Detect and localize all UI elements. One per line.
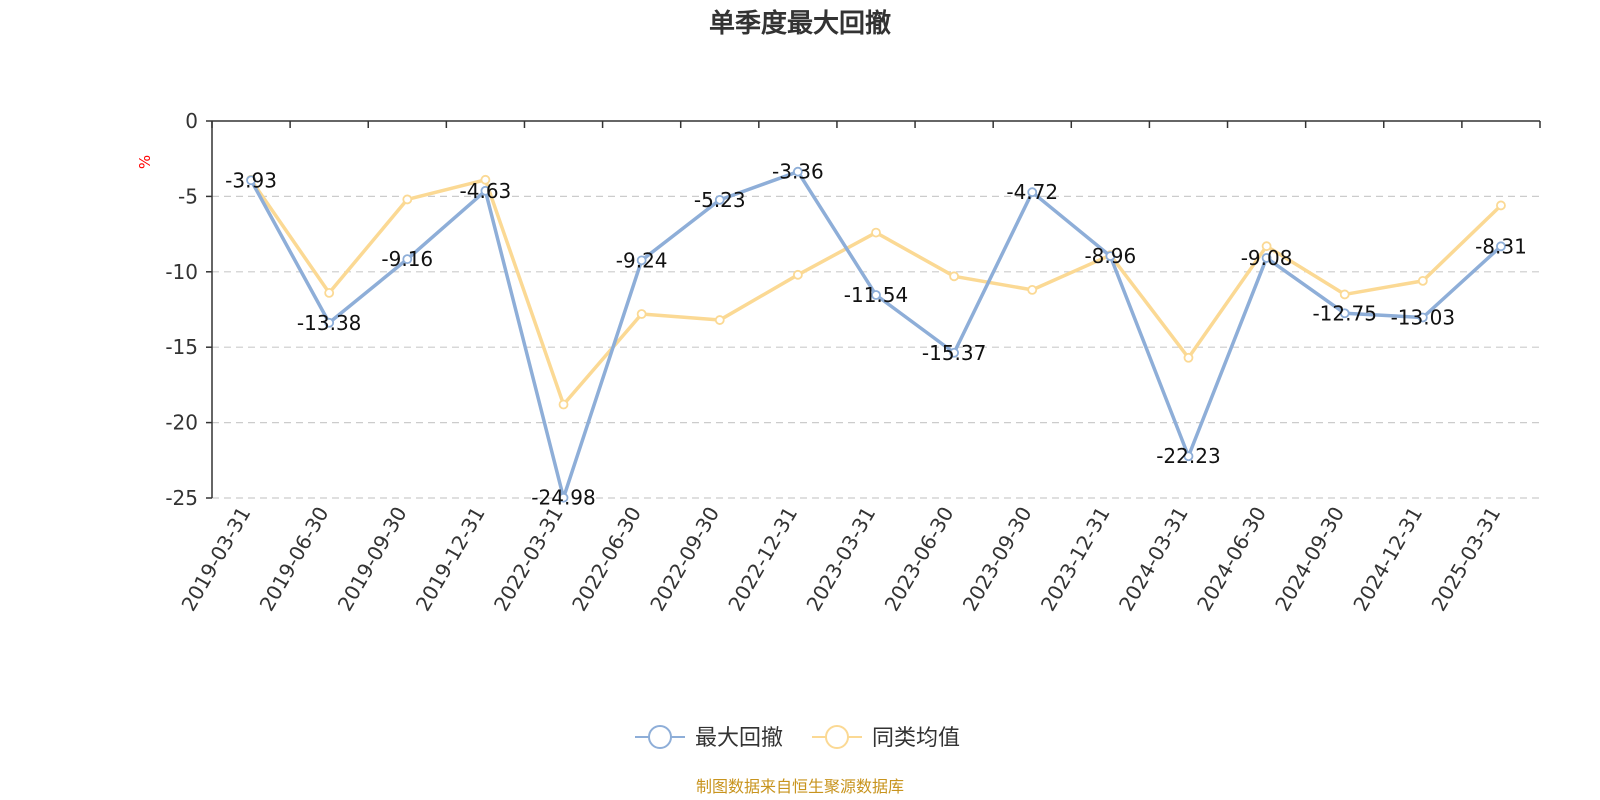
data-point — [949, 271, 960, 282]
legend[interactable]: 最大回撤 同类均值 — [635, 725, 960, 751]
data-point — [1339, 289, 1350, 300]
data-label: -9.16 — [381, 247, 433, 271]
y-axis-ticks: 0 -5 -10 -15 -20 -25 — [165, 109, 212, 510]
data-point — [1105, 251, 1116, 262]
data-point — [1183, 451, 1194, 462]
data-point — [871, 290, 881, 300]
data-point — [324, 317, 335, 328]
data-point — [714, 194, 725, 205]
data-point — [636, 309, 647, 319]
data-label: -9.24 — [616, 248, 668, 272]
x-tick-label: 2024-06-30 — [1192, 503, 1271, 616]
data-point — [1496, 200, 1506, 211]
data-point — [1339, 308, 1350, 319]
y-tick-label: -5 — [178, 184, 198, 208]
data-point — [558, 492, 569, 503]
y-tick-label: -20 — [165, 411, 198, 435]
data-point — [1183, 352, 1194, 363]
grid-lines — [212, 195, 1540, 499]
data-point — [1417, 275, 1428, 286]
data-label: -8.31 — [1475, 234, 1527, 258]
x-tick-label: 2019-06-30 — [255, 503, 334, 616]
data-label: -5.23 — [694, 188, 746, 212]
legend-item[interactable]: 最大回撤 — [635, 725, 783, 751]
x-tick-label: 2024-09-30 — [1270, 503, 1349, 616]
legend-marker — [825, 725, 849, 749]
x-tick-label: 2023-12-31 — [1036, 503, 1115, 616]
x-tick-label: 2022-06-30 — [567, 503, 646, 616]
data-point — [480, 185, 491, 196]
data-label: -9.08 — [1241, 246, 1293, 270]
legend-marker — [648, 725, 672, 749]
data-point — [1027, 187, 1038, 198]
data-point — [480, 174, 491, 185]
data-label: -4.63 — [460, 179, 512, 203]
series-layer — [246, 166, 1506, 503]
x-tick-label: 2023-09-30 — [958, 503, 1037, 616]
x-tick-label: 2019-12-31 — [411, 502, 490, 615]
data-point — [949, 347, 960, 358]
x-tick-label: 2022-12-31 — [723, 503, 802, 616]
x-tick-label: 2024-03-31 — [1114, 503, 1193, 616]
data-label: -15.37 — [922, 341, 986, 365]
x-tick-label: 2023-06-30 — [880, 503, 959, 616]
data-label: -12.75 — [1312, 301, 1376, 325]
data-point — [1417, 312, 1428, 323]
data-label: -3.93 — [225, 168, 277, 192]
data-point — [402, 194, 413, 205]
data-label: -8.96 — [1084, 244, 1136, 268]
x-tick-label: 2023-03-31 — [801, 503, 880, 616]
data-point — [324, 288, 335, 298]
data-point — [714, 315, 725, 325]
x-tick-label: 2025-03-31 — [1426, 503, 1505, 616]
y-tick-label: -15 — [165, 335, 198, 359]
data-point — [1261, 241, 1272, 252]
series-line — [249, 169, 1503, 500]
x-axis-ticks: 2019-03-31 2019-06-30 2019-09-30 2019-12-31… — [176, 121, 1541, 616]
y-tick-label: 0 — [185, 109, 198, 133]
data-point — [246, 175, 256, 186]
data-label: -13.03 — [1391, 305, 1455, 329]
y-tick-label: -25 — [165, 486, 198, 510]
data-label: -3.36 — [772, 160, 824, 184]
x-tick-label: 2019-09-30 — [333, 503, 412, 616]
legend-label: 同类均值 — [872, 726, 960, 751]
data-point — [792, 166, 803, 177]
chart-title: 单季度最大回撤 — [709, 8, 891, 39]
data-label: -22.23 — [1156, 444, 1220, 468]
data-point — [1027, 284, 1038, 295]
data-point — [792, 269, 803, 280]
x-tick-label: 2022-09-30 — [645, 503, 724, 616]
x-tick-label: 2019-03-31 — [176, 503, 255, 616]
data-point — [558, 399, 569, 410]
data-label: -13.38 — [297, 311, 361, 335]
data-label: -11.54 — [844, 283, 908, 307]
data-labels: -3.93 -13.38 -9.16 -4.63 -24.98 -9.24 -5.23 -3.… — [225, 160, 1527, 510]
legend-label: 最大回撤 — [695, 726, 783, 751]
data-point — [402, 254, 413, 265]
x-tick-label: 2022-03-31 — [489, 503, 568, 616]
legend-item[interactable]: 同类均值 — [812, 725, 960, 751]
y-tick-label: -10 — [165, 260, 198, 284]
data-label: -24.98 — [531, 486, 595, 510]
data-label: -4.72 — [1006, 180, 1058, 204]
y-axis-unit: % — [136, 155, 154, 169]
data-point — [871, 227, 881, 238]
data-point — [1261, 253, 1272, 263]
axes — [211, 120, 1540, 498]
data-point — [636, 255, 647, 266]
x-tick-label: 2024-12-31 — [1348, 503, 1427, 616]
data-point — [1496, 241, 1506, 252]
source-note: 制图数据来自恒生聚源数据库 — [696, 777, 904, 796]
